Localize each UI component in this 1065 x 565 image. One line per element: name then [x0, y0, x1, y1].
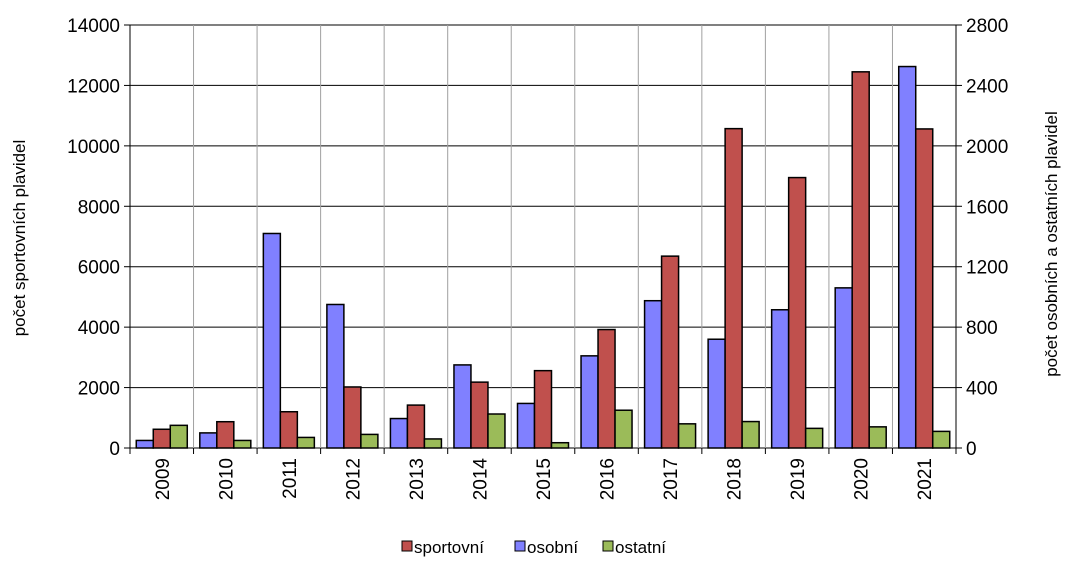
- bar-ostatní-2011: [296, 436, 316, 449]
- bar-sportovní-2019: [787, 176, 807, 449]
- left-tick-label: 10000: [67, 137, 120, 158]
- x-tick-label: 2019: [788, 458, 809, 500]
- right-tick-label: 2400: [966, 76, 1008, 97]
- bar-sportovní-2014: [470, 381, 489, 449]
- bar-osobní-2011: [262, 232, 282, 449]
- left-axis: 0 2000 4000 6000 8000 10000 12000 14000: [67, 16, 130, 460]
- bar-osobní-2010: [199, 432, 218, 449]
- right-axis: 0 400 800 1200 1600 2000 2400 2800: [956, 16, 1008, 460]
- bar-ostatní-2020: [868, 426, 887, 449]
- left-tick-label: 4000: [78, 318, 120, 339]
- bar-ostatní-2012: [360, 433, 379, 449]
- left-axis-title: počet sportovních plavidel: [10, 140, 29, 337]
- bar-osobní-2015: [516, 402, 536, 449]
- x-tick-label: 2018: [725, 458, 746, 500]
- legend-swatch-osobní: [514, 540, 526, 552]
- bar-ostatní-2021: [931, 430, 951, 449]
- bar-ostatní-2013: [423, 438, 443, 449]
- left-tick-label: 8000: [78, 197, 120, 218]
- right-tick-label: 1200: [966, 258, 1008, 279]
- bar-ostatní-2014: [487, 413, 506, 449]
- bar-sportovní-2016: [597, 328, 616, 449]
- right-tick-label: 0: [966, 439, 977, 460]
- bar-ostatní-2017: [677, 423, 697, 449]
- bar-sportovní-2015: [533, 369, 553, 449]
- right-tick-label: 800: [966, 318, 998, 339]
- x-tick-label: 2012: [343, 458, 364, 500]
- bar-osobní-2019: [770, 309, 790, 449]
- bar-osobní-2017: [643, 299, 663, 449]
- left-tick-label: 6000: [78, 258, 120, 279]
- x-tick-label: 2014: [470, 458, 491, 501]
- left-tick-label: 14000: [67, 16, 120, 37]
- x-axis: 2009 2010 2011 2012 2013 2014 2015 2016 2017 2018…: [129, 448, 957, 501]
- right-tick-label: 1600: [966, 197, 1008, 218]
- bar-sportovní-2017: [660, 255, 680, 449]
- x-tick-label: 2015: [534, 458, 555, 500]
- left-tick-label: 12000: [67, 76, 120, 97]
- bar-osobní-2014: [453, 364, 472, 449]
- grid-lines: [129, 24, 957, 449]
- x-tick-label: 2021: [915, 458, 936, 500]
- legend-label-sportovní: sportovní: [414, 538, 484, 557]
- bar-osobní-2021: [897, 65, 917, 449]
- bar-osobní-2012: [326, 303, 345, 449]
- bar-sportovní-2012: [343, 386, 362, 449]
- x-tick-label: 2009: [153, 458, 174, 500]
- bar-sportovní-2009: [152, 428, 172, 449]
- x-tick-label: 2011: [280, 458, 301, 499]
- bar-osobní-2018: [707, 338, 726, 449]
- left-tick-label: 2000: [78, 379, 120, 400]
- bar-ostatní-2010: [233, 439, 252, 449]
- bar-sportovní-2018: [724, 127, 743, 449]
- left-tick-label: 0: [109, 439, 120, 460]
- bar-osobní-2016: [580, 355, 599, 449]
- bar-ostatní-2015: [550, 441, 570, 449]
- legend-label-ostatní: ostatní: [615, 538, 666, 557]
- legend: sportovní osobní ostatní: [401, 538, 666, 557]
- plot-area: [135, 65, 951, 449]
- x-tick-label: 2020: [852, 458, 873, 500]
- bar-osobní-2020: [834, 287, 853, 449]
- x-tick-label: 2010: [216, 458, 237, 500]
- bar-ostatní-2019: [804, 427, 824, 449]
- bar-sportovní-2013: [406, 404, 426, 449]
- x-tick-label: 2016: [598, 458, 619, 500]
- x-tick-label: 2017: [661, 458, 682, 500]
- bar-ostatní-2009: [169, 424, 189, 449]
- bar-sportovní-2010: [216, 420, 235, 449]
- right-tick-label: 400: [966, 379, 998, 400]
- bar-sportovní-2021: [914, 128, 934, 449]
- legend-swatch-ostatní: [602, 540, 614, 552]
- right-axis-title: počet osobních a ostatních plavidel: [1042, 111, 1061, 377]
- right-tick-label: 2000: [966, 137, 1008, 158]
- bar-ostatní-2018: [741, 420, 760, 449]
- bar-ostatní-2016: [614, 409, 633, 449]
- bar-sportovní-2011: [279, 410, 299, 449]
- legend-label-osobní: osobní: [527, 538, 578, 557]
- legend-swatch-sportovní: [401, 540, 413, 552]
- right-tick-label: 2800: [966, 16, 1008, 37]
- x-tick-label: 2013: [407, 458, 428, 500]
- bar-osobní-2009: [135, 439, 155, 449]
- bar-osobní-2013: [389, 417, 409, 449]
- bar-sportovní-2020: [851, 71, 870, 449]
